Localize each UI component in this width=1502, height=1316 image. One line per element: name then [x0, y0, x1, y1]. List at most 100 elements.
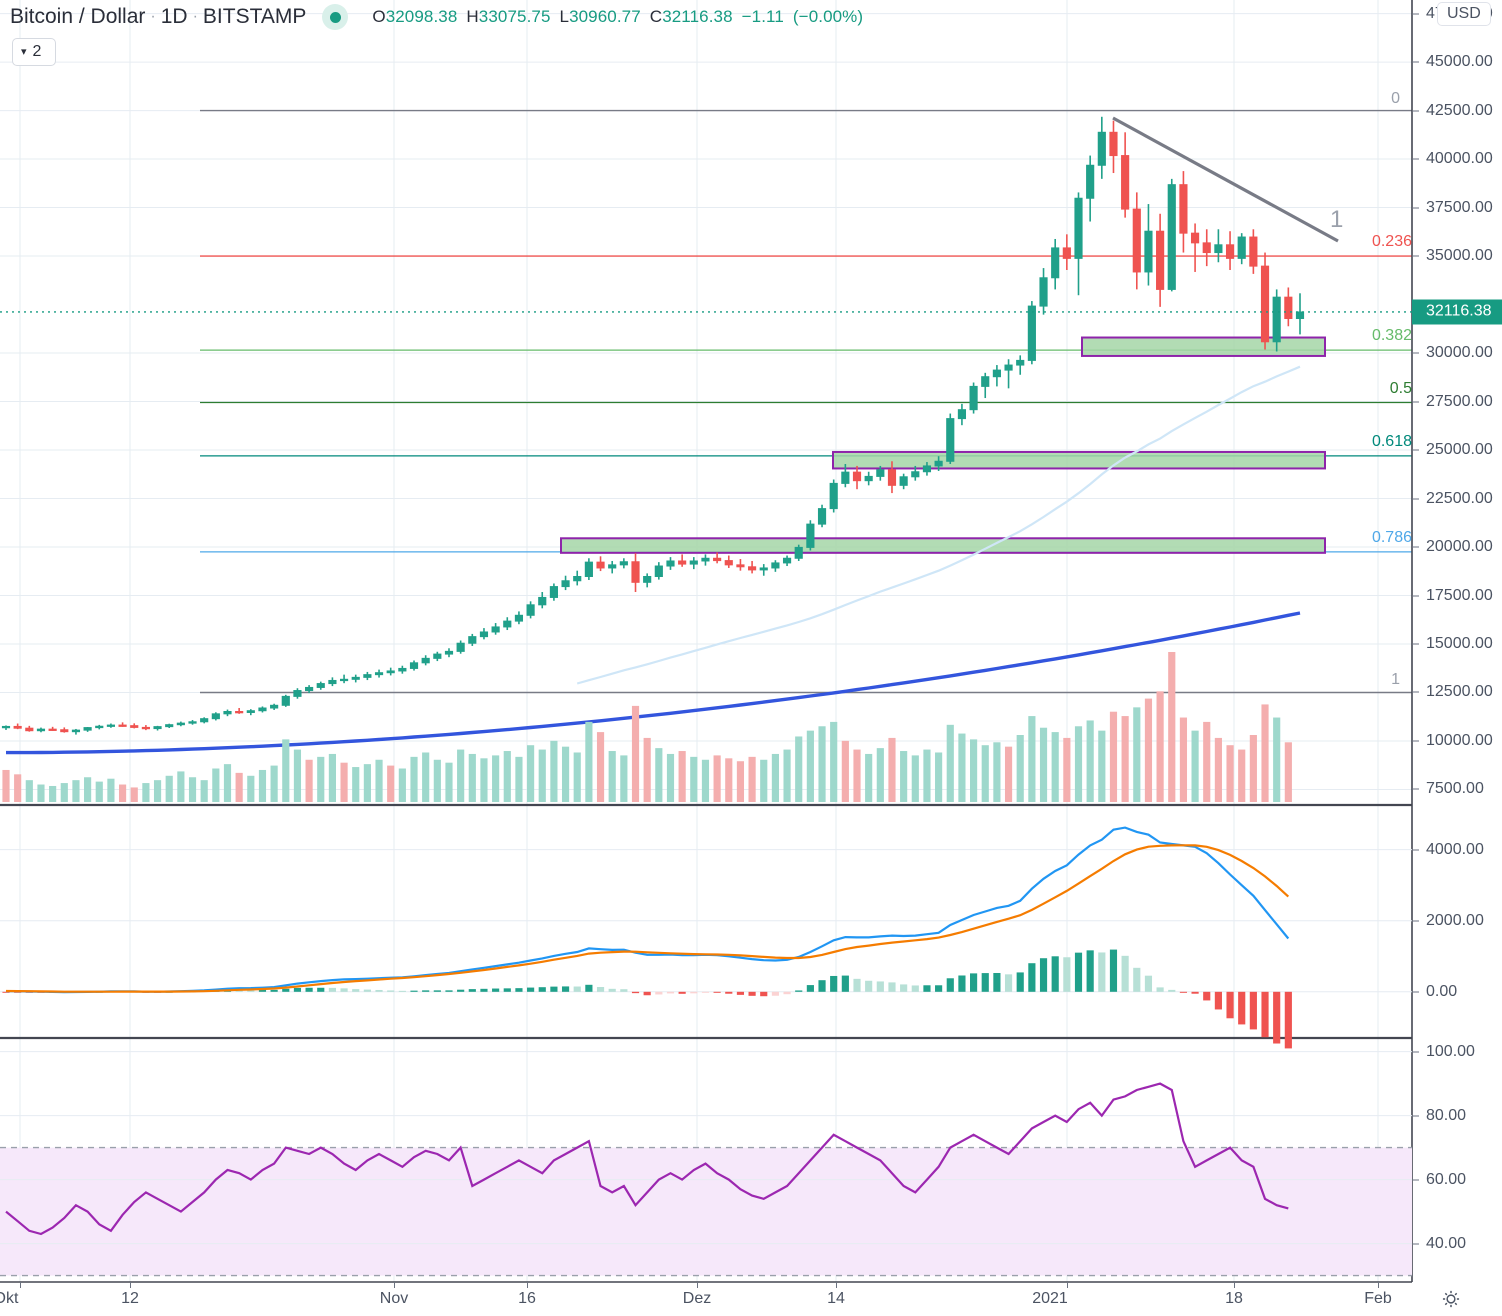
macd-histogram-bar — [410, 990, 418, 992]
candle-body — [806, 523, 815, 548]
chevron-down-icon: ▾ — [21, 45, 27, 58]
macd-histogram-bar — [585, 984, 593, 992]
volume-bar — [165, 775, 173, 802]
candle-body — [619, 561, 628, 566]
gear-icon[interactable] — [1440, 1288, 1462, 1310]
candle-body — [922, 465, 932, 473]
volume-bar — [1039, 727, 1048, 802]
candle-body — [538, 596, 547, 606]
volume-bar — [538, 749, 546, 802]
candle-body — [864, 475, 873, 482]
volume-bar — [188, 777, 197, 802]
time-axis[interactable]: Okt 12 Nov 16 Dez 14 2021 18 Feb — [0, 1282, 1412, 1316]
macd-tick-label: 4000.00 — [1426, 840, 1484, 858]
candle-body — [188, 721, 197, 724]
macd-histogram-bar — [1238, 991, 1246, 1025]
volume-bar — [725, 758, 733, 802]
fib-label-0.382: 0.382 — [1371, 327, 1412, 345]
macd-histogram-bar — [958, 975, 966, 992]
fib-label-0.618: 0.618 — [1371, 432, 1412, 450]
indicator-count-chip[interactable]: ▾ 2 — [12, 38, 56, 66]
candle-body — [887, 469, 897, 486]
candle-body — [1074, 197, 1083, 259]
volume-bar — [433, 759, 441, 802]
volume-bar — [177, 771, 185, 802]
volume-bar — [457, 749, 465, 802]
volume-bar — [655, 748, 663, 802]
price-tick — [1412, 110, 1419, 112]
candle-body — [817, 508, 827, 525]
candle-body — [141, 726, 150, 730]
candle-body — [1016, 359, 1025, 366]
volume-bar — [387, 765, 395, 802]
candle-body — [351, 676, 360, 680]
macd-histogram-bar — [1133, 967, 1141, 992]
macd-histogram-bar — [270, 989, 278, 992]
volume-bar — [608, 751, 616, 802]
candle-body — [748, 566, 757, 571]
price-axis[interactable]: 47500.0045000.0042500.0040000.0037500.00… — [1412, 0, 1502, 1282]
macd-histogram-bar — [1226, 991, 1234, 1019]
rsi-tick — [1412, 1115, 1419, 1117]
candle-body — [235, 711, 244, 714]
volume-bar — [293, 749, 302, 802]
price-tick — [1412, 449, 1419, 451]
macd-histogram-bar — [725, 991, 733, 994]
candle-body — [1295, 311, 1305, 320]
price-tick-label: 7500.00 — [1426, 780, 1484, 798]
price-zones[interactable] — [560, 336, 1326, 554]
candle-body — [911, 471, 920, 478]
candle-body — [1260, 265, 1270, 343]
candle-body — [25, 727, 34, 732]
candle-body — [1086, 164, 1095, 199]
volume-bar — [247, 775, 255, 802]
volume-bar — [596, 732, 605, 802]
descending-trendline[interactable] — [1112, 116, 1339, 243]
macd-histogram-bar — [1028, 963, 1036, 992]
macd-histogram-bar — [620, 989, 628, 992]
price-tick — [1412, 595, 1419, 596]
volume-bar — [783, 749, 791, 802]
candle-body — [596, 561, 605, 569]
macd-tick — [1412, 920, 1419, 922]
time-tick-label: Okt — [0, 1290, 19, 1307]
price-tick-label: 30000.00 — [1426, 344, 1493, 362]
macd-histogram-bar — [993, 972, 1001, 992]
sma-50-line — [576, 365, 1301, 685]
candlestick-series[interactable] — [1, 116, 1305, 735]
volume-bar — [806, 730, 814, 802]
price-tick — [1412, 788, 1419, 790]
rsi-panel[interactable] — [0, 1051, 1412, 1277]
volume-bar — [1226, 745, 1234, 802]
macd-histogram-bar — [258, 989, 267, 992]
volume-bar — [1238, 749, 1246, 802]
macd-histogram-bar — [701, 991, 710, 993]
rsi-tick — [1412, 1179, 1419, 1181]
candle-body — [1051, 247, 1060, 279]
macd-histogram-bar — [596, 987, 605, 992]
time-tick — [527, 1282, 528, 1288]
volume-bar — [1273, 717, 1281, 802]
volume-bar — [445, 762, 453, 802]
time-tick — [1234, 1282, 1235, 1288]
candle-body — [1156, 230, 1165, 290]
volume-bar — [585, 721, 593, 802]
candle-body — [71, 729, 81, 733]
candle-body — [223, 711, 232, 715]
currency-badge[interactable]: USD — [1437, 2, 1491, 26]
volume-bar — [95, 781, 103, 802]
macd-panel[interactable] — [0, 826, 1412, 1049]
volume-bar — [468, 753, 476, 802]
price-tick — [1412, 643, 1419, 645]
macd-histogram-bar — [748, 991, 756, 996]
candle-body — [153, 726, 162, 730]
candle-body — [130, 725, 139, 728]
volume-series[interactable] — [2, 652, 1292, 802]
zone-24k — [832, 450, 1326, 470]
price-tick — [1412, 207, 1419, 209]
candle-body — [1132, 208, 1141, 273]
macd-histogram-bar — [806, 985, 814, 992]
volume-bar — [818, 726, 826, 802]
macd-histogram-bar — [480, 988, 488, 992]
